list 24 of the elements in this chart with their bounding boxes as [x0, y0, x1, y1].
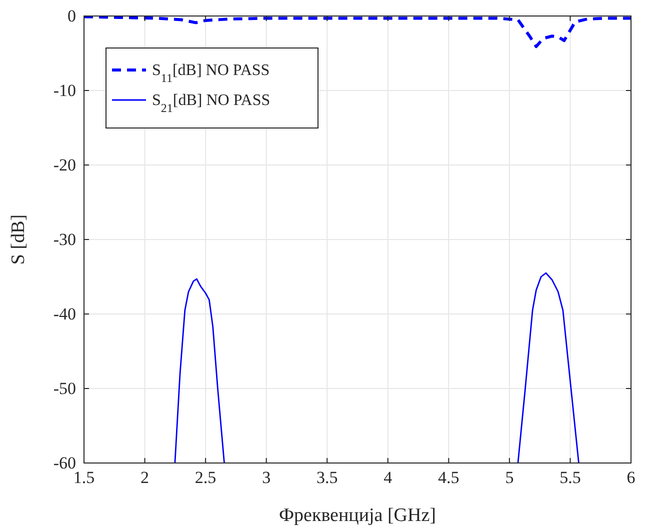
x-tick-label: 3.5	[316, 468, 338, 488]
x-tick-label: 6	[626, 468, 636, 488]
x-tick-label: 2.5	[194, 468, 216, 488]
y-tick-label: -40	[53, 304, 76, 324]
x-tick-label: 4.5	[438, 468, 460, 488]
x-tick-label: 4	[384, 468, 393, 488]
y-tick-label: 0	[68, 6, 76, 26]
x-tick-label: 1.5	[73, 468, 95, 488]
x-axis-title: Фреквенција [GHz]	[279, 505, 436, 526]
line-series	[174, 278, 225, 463]
y-tick-label: -20	[53, 155, 76, 174]
line-series	[517, 272, 580, 463]
x-tick-label: 5.5	[560, 468, 581, 488]
y-tick-label: -50	[53, 378, 76, 398]
y-tick-label: -60	[53, 453, 76, 472]
y-tick-label: -10	[53, 80, 76, 100]
y-axis-title: S [dB]	[8, 214, 29, 265]
x-tick-label: 3	[262, 468, 271, 488]
legend-label: S$_{21}$[dB] NO PASS	[152, 92, 270, 115]
x-tick-label: 2	[140, 468, 150, 488]
line-series	[84, 16, 631, 48]
x-tick-label: 5	[505, 468, 514, 488]
legend-label: S$_{11}$[dB] NO PASS	[152, 62, 270, 85]
y-tick-label: -30	[53, 230, 76, 249]
